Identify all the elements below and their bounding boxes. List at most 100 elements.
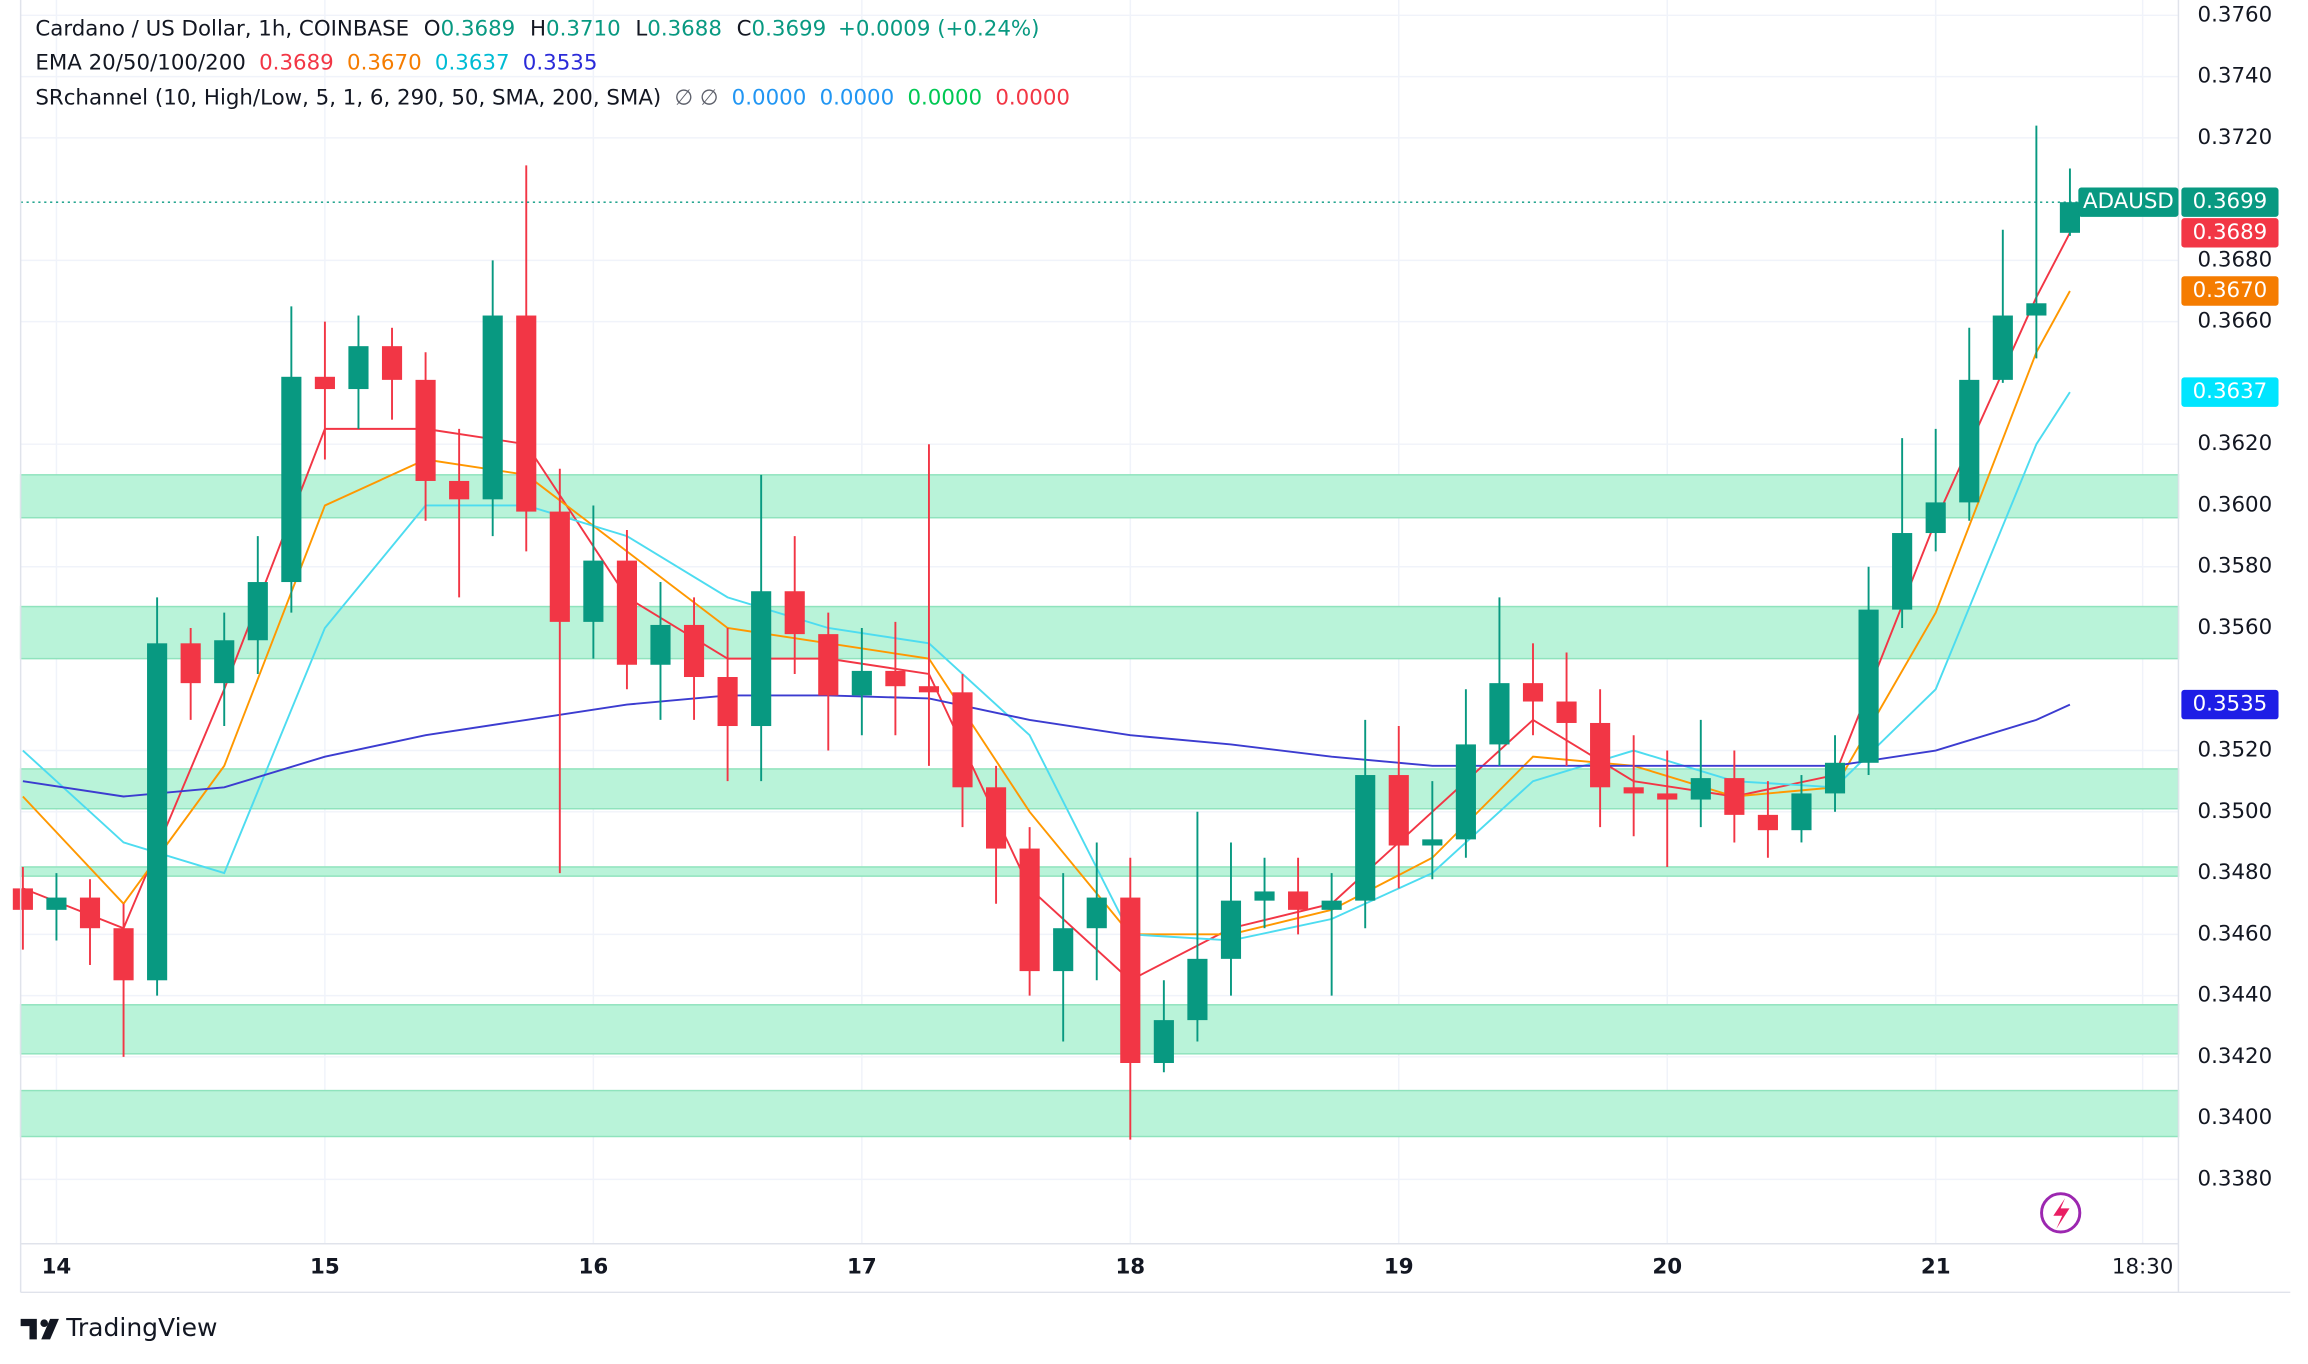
price-tag-label: 0.3699 (2193, 189, 2268, 214)
y-tick-label: 0.3680 (2198, 247, 2273, 272)
candle-body (1590, 722, 1611, 788)
candle-body (1019, 848, 1040, 972)
price-tag-label: 0.3670 (2193, 278, 2268, 303)
candle-body (1288, 891, 1309, 910)
candle-body (1925, 502, 1946, 534)
header-line: SRchannel (10, High/Low, 5, 1, 6, 290, 5… (35, 86, 1070, 111)
legend-text: 0.3689 (259, 50, 334, 75)
legend-text: SRchannel (10, High/Low, 5, 1, 6, 290, 5… (35, 86, 661, 111)
legend-text: ∅ ∅ (675, 86, 719, 111)
brand-name[interactable]: TradingView (65, 1313, 217, 1342)
legend-text: 0.3535 (523, 50, 598, 75)
candle-body (79, 897, 101, 929)
candle-body (583, 560, 604, 622)
logo-dot[interactable] (40, 1319, 49, 1328)
legend-text: EMA 20/50/100/200 (35, 50, 246, 75)
y-tick-label: 0.3620 (2198, 431, 2273, 456)
legend-text: H (530, 16, 546, 41)
candle-body (1355, 775, 1376, 901)
candle-body (1522, 683, 1544, 702)
candle-body (1489, 683, 1510, 745)
candle-body (449, 480, 470, 500)
ema-line (22, 391, 2071, 942)
header-line: Cardano / US Dollar, 1h, COINBASE O0.3689… (35, 16, 1039, 41)
candle-body (650, 624, 671, 665)
price-tag (2181, 187, 2279, 217)
candle-body (1892, 533, 1913, 610)
candle-body (851, 670, 872, 696)
ema-line (22, 694, 2071, 798)
y-tick-label: 0.3440 (2198, 983, 2273, 1008)
candle-body (314, 376, 335, 390)
lightning-icon[interactable] (2040, 1192, 2082, 1234)
candle-body (113, 928, 134, 981)
x-tick-label: 20 (1652, 1254, 1682, 1279)
candle-body (1657, 793, 1678, 800)
logo-mark[interactable] (20, 1318, 59, 1340)
x-tick-label: 14 (42, 1254, 72, 1279)
candle-body (818, 634, 839, 696)
ema-line (22, 232, 2071, 982)
candle-body (1455, 744, 1476, 840)
candle-body (1120, 897, 1141, 1064)
plot-area (12, 0, 2180, 1244)
symbol-tag-label: ADAUSD (2083, 189, 2174, 214)
candle-body (1690, 778, 1711, 800)
candle-body (683, 624, 705, 678)
candle-body (281, 376, 302, 583)
candle-body (381, 346, 403, 380)
brand-logo[interactable]: TradingView (20, 1313, 218, 1342)
price-tag-label: 0.3689 (2193, 220, 2268, 245)
sr-zone (19, 768, 2180, 810)
candle-body (1556, 701, 1577, 723)
candle-body (247, 582, 268, 641)
header-line: EMA 20/50/100/200 0.3689 0.3670 0.3637 0.353… (35, 50, 597, 75)
candle-body (415, 379, 436, 481)
candle-body (549, 511, 570, 622)
price-tag (2181, 377, 2279, 407)
legend-text: 0.0000 (907, 86, 982, 111)
candle-body (214, 640, 235, 684)
candle-body (1321, 900, 1342, 910)
candle-body (12, 888, 33, 910)
legend-text: 0.3699 (752, 16, 827, 41)
candle-body (1422, 839, 1443, 846)
legend-text: 0.3637 (435, 50, 510, 75)
candle-body (1388, 775, 1409, 846)
candle-body (918, 686, 940, 693)
candle-body (1086, 897, 1107, 929)
legend-text: 0.0000 (995, 86, 1070, 111)
candle-body (46, 897, 67, 910)
x-tick-label: 16 (579, 1254, 609, 1279)
y-tick-label: 0.3560 (2198, 615, 2273, 640)
y-tick-label: 0.3480 (2198, 860, 2273, 885)
x-tick-label: 18:30 (2112, 1254, 2173, 1279)
y-tick-label: 0.3500 (2198, 799, 2273, 824)
x-tick-label: 15 (310, 1254, 340, 1279)
legend-text: 0.3688 (647, 16, 722, 41)
sr-zone (19, 474, 2180, 519)
candle-body (348, 346, 369, 390)
price-tag (2181, 276, 2279, 306)
price-tag-label: 0.3637 (2193, 379, 2268, 404)
symbol-tag (2078, 187, 2179, 217)
candle-body (1858, 609, 1879, 763)
candle-body (986, 787, 1007, 849)
legend-text: O (424, 16, 441, 41)
candle-body (717, 677, 738, 727)
price-tag-label: 0.3535 (2193, 692, 2268, 717)
x-tick-label: 18 (1115, 1254, 1145, 1279)
candle-body (1153, 1020, 1174, 1064)
legend-text: C (737, 16, 752, 41)
candle-body (2059, 202, 2080, 233)
sr-zone (19, 1004, 2180, 1055)
candle-body (885, 670, 906, 687)
icon-ring[interactable] (2040, 1192, 2082, 1234)
icon-bolt[interactable] (2053, 1198, 2070, 1230)
legend-text: 0.3689 (441, 16, 516, 41)
sr-zone (19, 605, 2180, 660)
candle-body (1757, 814, 1778, 831)
